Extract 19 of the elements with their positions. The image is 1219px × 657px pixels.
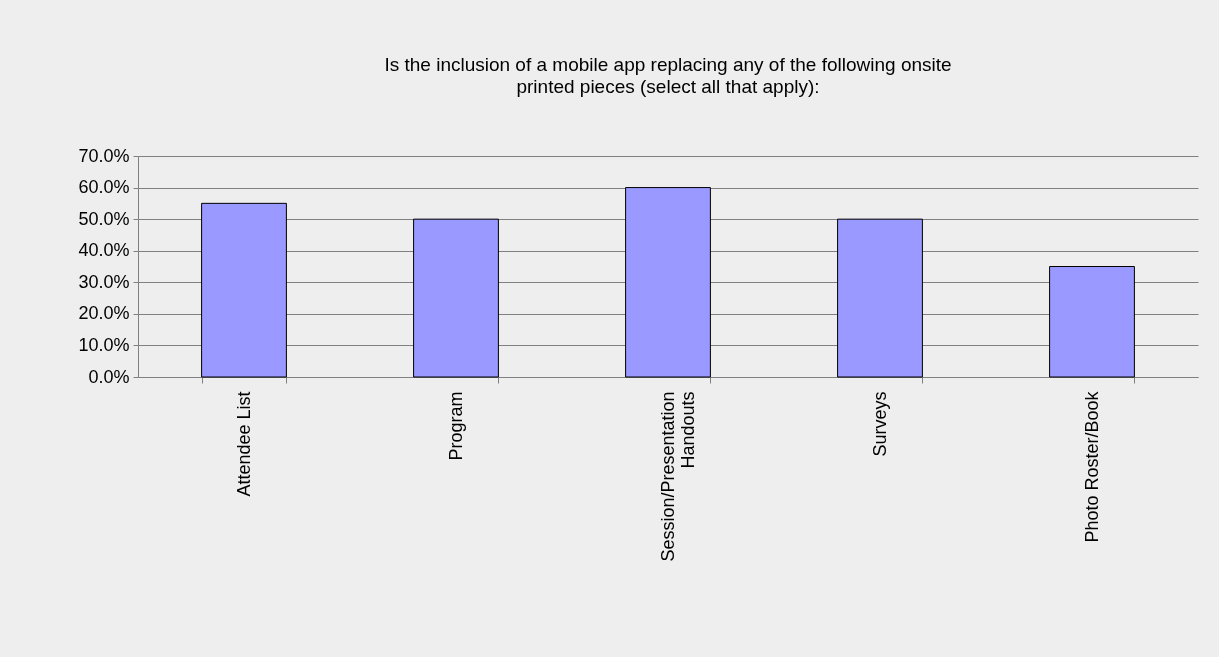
x-tick-label: Session/Presentation Handouts [657, 391, 698, 562]
y-tick-label: 70.0% [78, 145, 130, 166]
y-tick-label: 0.0% [88, 366, 130, 387]
x-tick-label: Photo Roster/Book [1081, 390, 1102, 543]
chart-title: Is the inclusion of a mobile app replacing any of the following onsite printed pieces (select all that apply): [384, 54, 952, 97]
y-tick-label: 50.0% [78, 208, 130, 229]
x-tick-label: Program [445, 391, 466, 461]
y-tick-label: 60.0% [78, 177, 130, 198]
y-tick-label: 20.0% [78, 303, 130, 324]
bar [625, 187, 711, 378]
x-tick-label: Attendee List [233, 391, 254, 497]
y-tick-label: 10.0% [78, 334, 130, 355]
bar [413, 218, 499, 378]
y-tick-label: 30.0% [78, 271, 130, 292]
bar [1049, 266, 1135, 378]
y-tick-label: 40.0% [78, 240, 130, 261]
x-tick-label: Surveys [869, 391, 890, 457]
bar [201, 202, 287, 378]
bar [837, 218, 923, 378]
